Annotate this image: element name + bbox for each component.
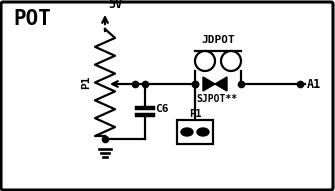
- Text: P1: P1: [81, 76, 91, 89]
- Ellipse shape: [181, 128, 193, 136]
- Circle shape: [221, 51, 241, 71]
- Polygon shape: [203, 77, 215, 91]
- Text: A1: A1: [307, 78, 321, 91]
- Polygon shape: [215, 77, 227, 91]
- Circle shape: [195, 51, 215, 71]
- Text: SJPOT**: SJPOT**: [196, 94, 238, 104]
- Bar: [177, 120, 213, 144]
- Text: POT: POT: [13, 9, 51, 29]
- Text: JDPOT: JDPOT: [201, 35, 235, 45]
- Text: C6: C6: [155, 104, 169, 114]
- Text: P1: P1: [189, 109, 201, 119]
- FancyBboxPatch shape: [1, 2, 333, 190]
- Text: 5V: 5V: [108, 0, 122, 11]
- Ellipse shape: [197, 128, 209, 136]
